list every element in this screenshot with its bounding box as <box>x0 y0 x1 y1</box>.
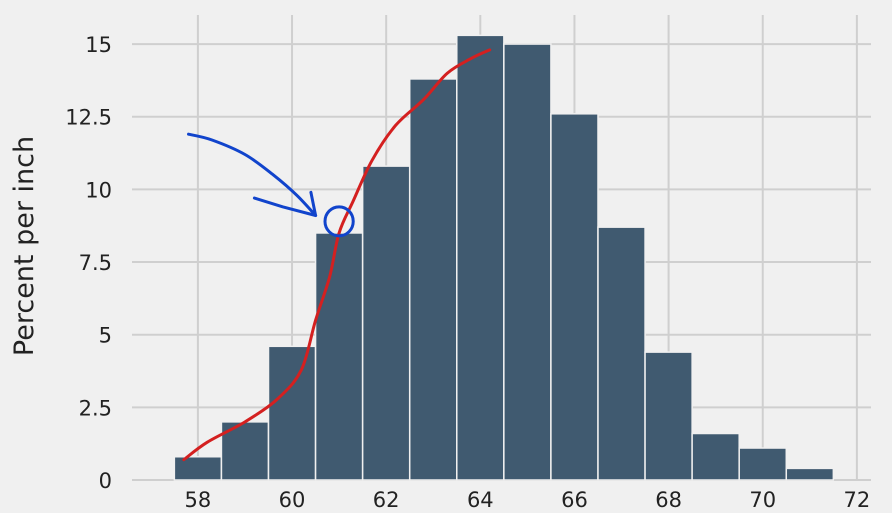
y-tick-label: 2.5 <box>79 396 112 420</box>
y-tick-label: 15 <box>85 33 112 57</box>
histogram-bar <box>361 165 411 481</box>
y-axis-label: Percent per inch <box>9 136 40 356</box>
x-tick-label: 58 <box>185 488 212 512</box>
bar-layer <box>173 34 835 481</box>
annotation-blue-arrow <box>187 132 318 217</box>
histogram-bar <box>173 456 223 481</box>
tick-layer: 58 60 62 64 66 68 70 72 0 2.5 5 7.5 10 12.5 15 <box>65 33 870 512</box>
histogram-bar <box>550 113 599 481</box>
y-tick-label: 0 <box>99 469 112 493</box>
histogram-bar <box>408 78 458 481</box>
y-tick-label: 7.5 <box>79 251 112 275</box>
histogram-bar <box>785 467 835 481</box>
histogram-bar <box>503 43 552 481</box>
annotation-red-curve <box>182 48 492 462</box>
annotation-blue-arrowhead <box>252 190 318 217</box>
x-tick-label: 64 <box>467 488 494 512</box>
annotation-layer <box>182 48 492 462</box>
histogram-bar <box>314 232 364 481</box>
histogram-bar <box>597 226 646 481</box>
y-tick-label: 10 <box>85 178 112 202</box>
x-tick-label: 66 <box>561 488 588 512</box>
x-tick-label: 60 <box>279 488 306 512</box>
histogram-bar <box>267 345 317 481</box>
y-tick-label: 5 <box>99 324 112 348</box>
x-tick-label: 72 <box>844 488 871 512</box>
histogram-bar <box>691 432 740 481</box>
x-tick-label: 68 <box>655 488 682 512</box>
x-tick-label: 70 <box>749 488 776 512</box>
histogram-bar <box>644 351 693 481</box>
annotation-blue-circle <box>323 205 355 238</box>
histogram-bar <box>456 34 505 481</box>
y-tick-label: 12.5 <box>65 106 112 130</box>
x-tick-label: 62 <box>373 488 400 512</box>
histogram-bar <box>738 447 788 481</box>
